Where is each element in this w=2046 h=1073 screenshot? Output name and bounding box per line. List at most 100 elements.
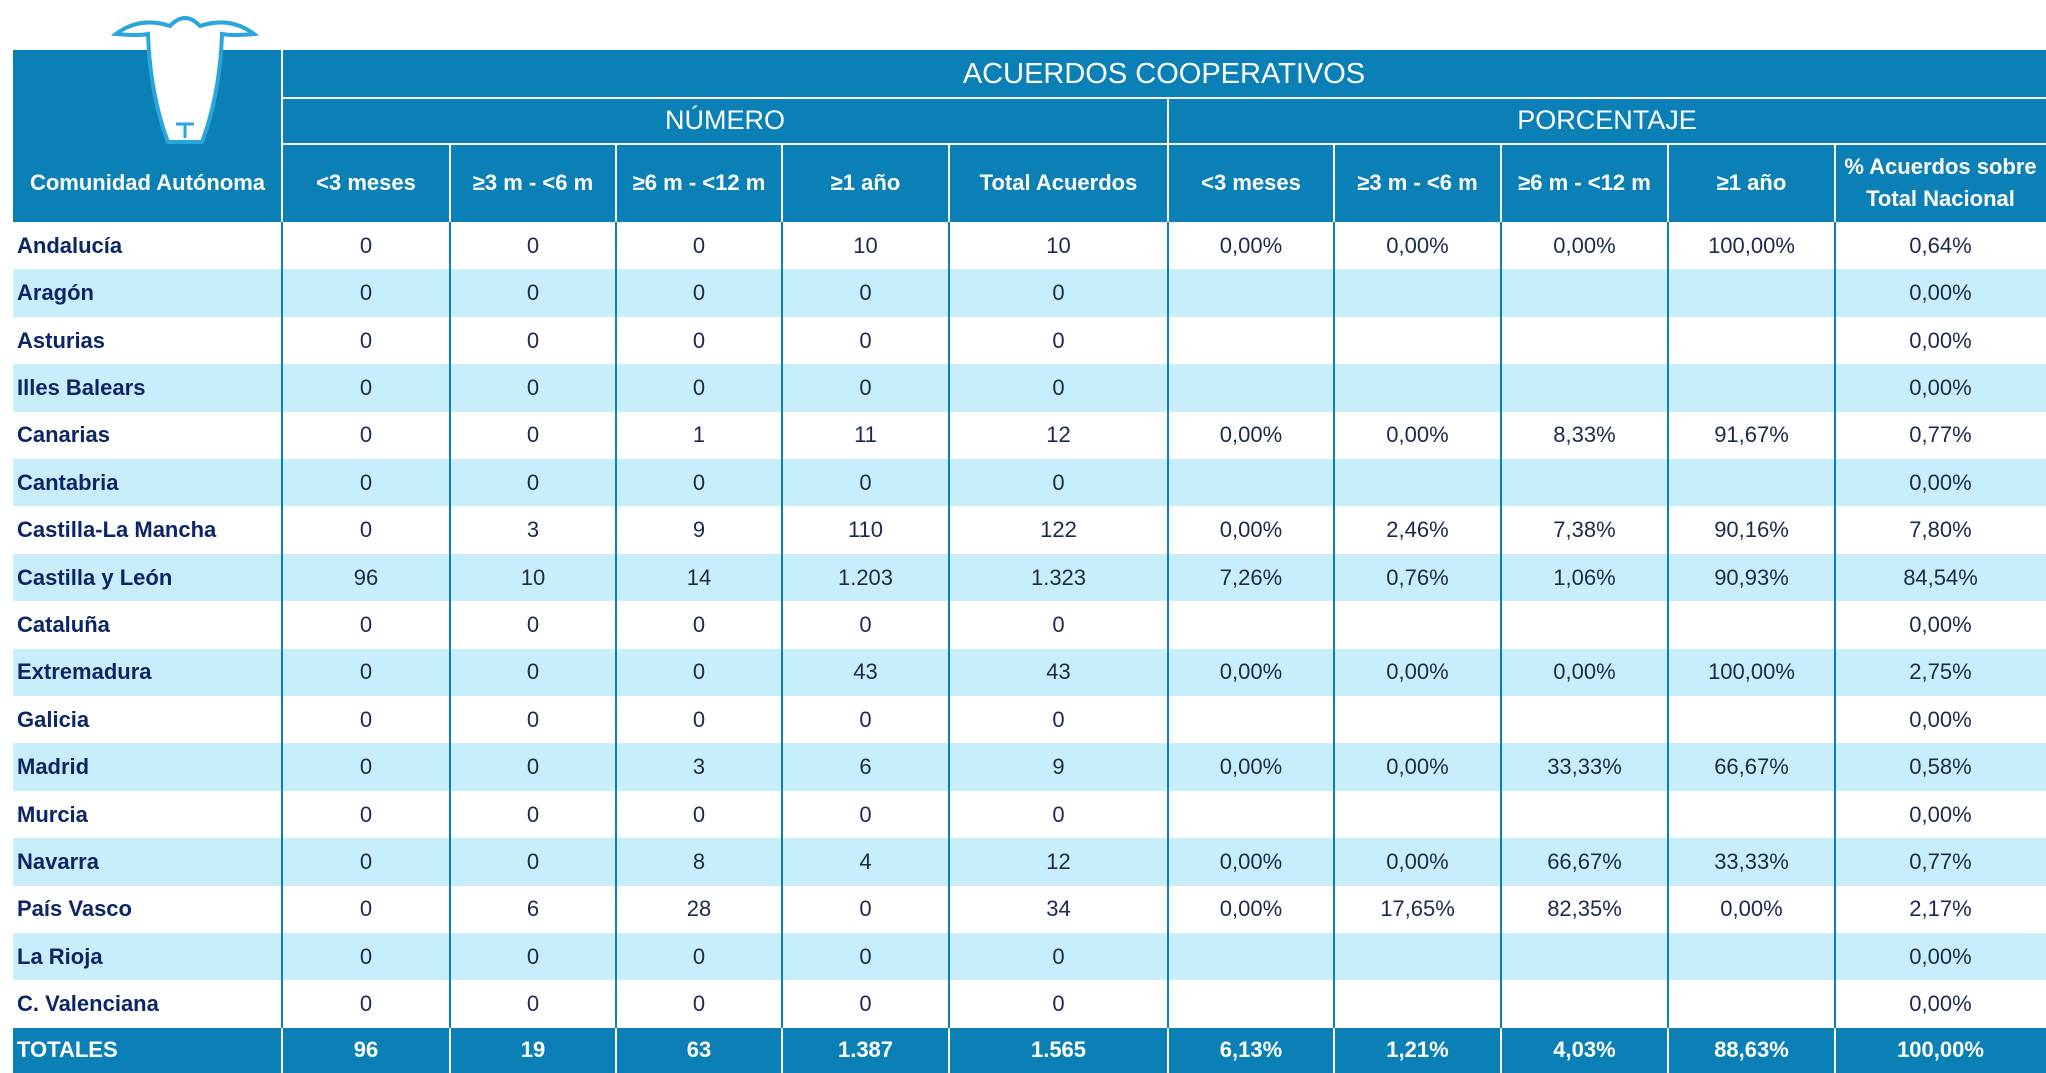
column-border [781, 222, 783, 1028]
region-name: C. Valenciana [17, 991, 159, 1017]
table-cell: 0 [282, 269, 450, 317]
table-cell [1668, 269, 1835, 317]
column-border [281, 222, 283, 1028]
column-border [1500, 1027, 1502, 1073]
table-cell: 0 [782, 933, 949, 981]
table-cell: 0,00% [1835, 364, 2046, 412]
table-cell [1168, 933, 1334, 981]
table-cell [1334, 980, 1501, 1027]
table-cell: 0 [359, 706, 373, 732]
table-cell: 0 [616, 648, 782, 696]
table-cell: 0 [526, 991, 540, 1017]
table-cell: 0 [282, 459, 450, 507]
table-cell: 0 [359, 991, 373, 1017]
table-cell: 0 [692, 991, 706, 1017]
table-cell: 34 [1046, 896, 1071, 922]
table-cell: 0,00% [1909, 991, 1972, 1017]
table-cell: 0 [450, 459, 616, 507]
table-cell: 0,00% [1168, 838, 1334, 886]
table-cell: 0,00% [1720, 896, 1783, 922]
table-cell: 2,46% [1386, 517, 1449, 543]
table-cell: 0 [450, 838, 616, 886]
table-cell: 84,54% [1835, 553, 2046, 602]
table-cell: 0 [859, 327, 872, 353]
table-cell: 0 [450, 269, 616, 317]
table-cell: 0 [526, 422, 540, 448]
totals-cell: 19 [450, 1027, 616, 1073]
table-cell: 17,65% [1380, 896, 1455, 922]
table-cell: 0,00% [1386, 422, 1449, 448]
column-border [1167, 222, 1169, 1028]
table-cell: 0 [949, 459, 1168, 507]
column-border [781, 1027, 783, 1073]
table-cell: 0 [359, 896, 373, 922]
table-cell: 2,17% [1909, 896, 1972, 922]
table-cell [1501, 601, 1668, 648]
column-border [615, 144, 617, 222]
table-cell: 0 [359, 801, 373, 827]
table-cell: 0,00% [1219, 517, 1283, 543]
column-border [1667, 144, 1669, 222]
table-cell [1668, 317, 1835, 364]
table-cell: 0,77% [1909, 422, 1972, 448]
column-border [1167, 98, 1169, 222]
table-cell: 3 [616, 743, 782, 791]
table-cell: 122 [1040, 517, 1077, 543]
table-cell: 1,06% [1501, 553, 1668, 602]
region-name: Asturias [17, 327, 106, 353]
table-cell: 0 [949, 269, 1168, 317]
table-cell: 0,00% [1168, 743, 1334, 791]
region-name: Castilla y León [13, 553, 282, 602]
table-cell [1501, 791, 1668, 838]
table-cell: 0,00% [1219, 232, 1283, 258]
column-border [1667, 222, 1669, 1028]
table-cell [1334, 269, 1501, 317]
header-cell [13, 50, 282, 222]
table-cell: 0 [526, 611, 540, 637]
table-cell: 0 [526, 801, 540, 827]
table-cell: 0 [616, 364, 782, 412]
table-cell: 0 [282, 838, 450, 886]
column-border [1333, 1027, 1335, 1073]
table-cell: 0,00% [1219, 896, 1283, 922]
column-border [1333, 222, 1335, 1028]
table-cell: 0,00% [1334, 648, 1501, 696]
table-cell: 91,67% [1714, 422, 1789, 448]
table-cell: 0 [692, 232, 706, 258]
table-cell [1168, 317, 1334, 364]
region-name: Canarias [17, 422, 110, 448]
column-border [1834, 1027, 1836, 1073]
table-cell: 0 [859, 991, 872, 1017]
table-cell: 1.203 [782, 553, 949, 602]
table-cell: 0 [859, 801, 872, 827]
group-header: NÚMERO [282, 98, 1168, 144]
table-cell: 0,00% [1334, 743, 1501, 791]
column-header: <3 meses [1168, 144, 1334, 222]
table-cell: 33,33% [1501, 743, 1668, 791]
table-cell: 0 [1052, 611, 1065, 637]
column-border [281, 50, 283, 222]
table-cell: 0 [692, 706, 706, 732]
logo [110, 16, 260, 144]
table-cell: 0,64% [1909, 232, 1972, 258]
table-cell [1334, 317, 1501, 364]
table-cell: 0 [359, 517, 373, 543]
region-name: Extremadura [13, 648, 282, 696]
column-border [1500, 222, 1502, 1028]
table-cell [1501, 980, 1668, 1027]
table-cell: 0,00% [1168, 648, 1334, 696]
table-cell: 1.323 [949, 553, 1168, 602]
table-cell: 66,67% [1501, 838, 1668, 886]
table-title: ACUERDOS COOPERATIVOS [282, 50, 2046, 98]
region-name: Castilla-La Mancha [17, 517, 217, 543]
column-header: % Acuerdos sobre Total Nacional [1835, 144, 2046, 222]
table-cell: 6 [526, 896, 540, 922]
region-name: Aragón [13, 269, 282, 317]
table-cell: 0,00% [1909, 801, 1972, 827]
table-cell: 11 [854, 422, 877, 448]
column-border [1834, 222, 1836, 1028]
column-border [948, 222, 950, 1028]
column-header: ≥1 año [782, 144, 949, 222]
column-border [449, 1027, 451, 1073]
